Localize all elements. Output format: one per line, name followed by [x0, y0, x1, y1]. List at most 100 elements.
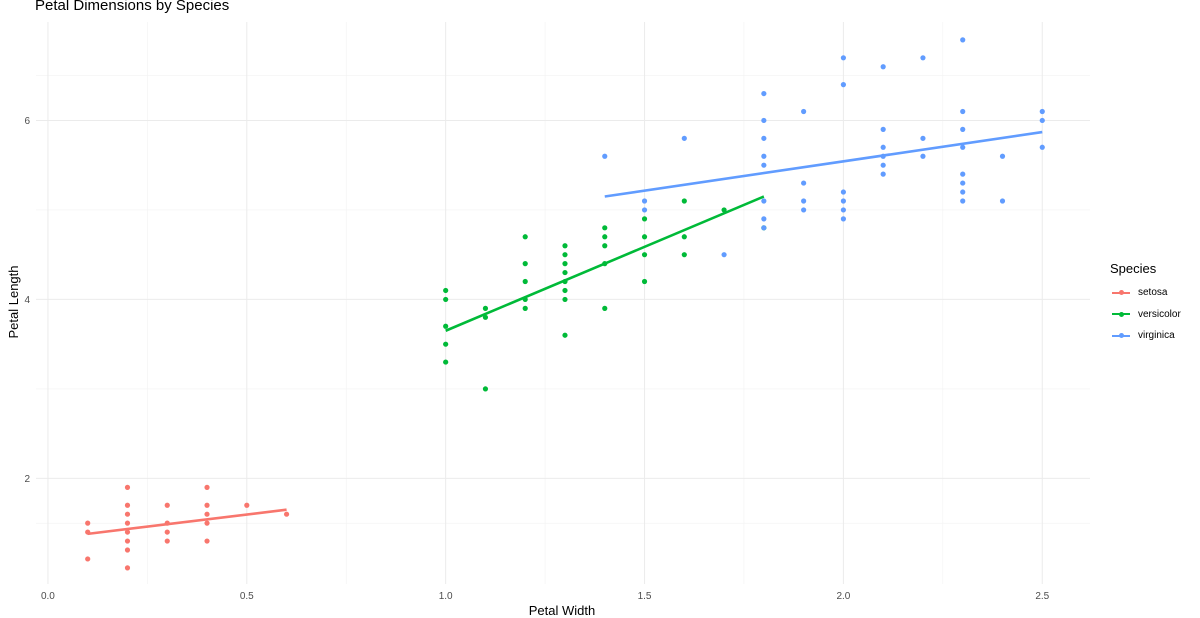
- legend-label: virginica: [1138, 330, 1175, 342]
- point-versicolor: [602, 261, 608, 267]
- point-versicolor: [522, 296, 528, 303]
- point-virginica: [960, 144, 966, 150]
- point-setosa: [204, 538, 210, 544]
- point-virginica: [1039, 117, 1045, 124]
- x-tick-label: 1.5: [638, 591, 652, 602]
- point-virginica: [880, 162, 886, 168]
- point-versicolor: [522, 261, 528, 267]
- point-virginica: [761, 117, 767, 124]
- point-versicolor: [443, 296, 449, 303]
- y-tick-label: 4: [24, 295, 30, 306]
- point-virginica: [999, 153, 1006, 159]
- point-versicolor: [641, 234, 648, 240]
- legend-item-setosa: setosa: [1110, 282, 1181, 304]
- x-axis-tick-labels: 0.0 0.5 1.0 1.5 2.0 2.5: [41, 591, 1050, 602]
- point-versicolor: [443, 341, 449, 347]
- y-axis-title: Petal Length: [6, 265, 21, 338]
- point-setosa: [124, 511, 131, 517]
- point-versicolor: [681, 234, 687, 240]
- point-setosa: [283, 511, 290, 517]
- point-versicolor: [562, 269, 568, 276]
- point-virginica: [801, 207, 807, 213]
- point-virginica: [960, 37, 966, 43]
- legend-label: setosa: [1138, 287, 1168, 299]
- x-tick-label: 2.0: [836, 591, 850, 602]
- point-virginica: [1039, 108, 1045, 115]
- point-setosa: [164, 520, 170, 526]
- legend-title: Species: [1110, 261, 1157, 276]
- point-setosa: [204, 484, 210, 490]
- point-virginica: [960, 180, 966, 186]
- point-virginica: [801, 108, 807, 115]
- legend: Species setosa versicolor virginica: [1110, 261, 1181, 347]
- minor-gridlines: [36, 22, 1090, 584]
- point-versicolor: [562, 332, 568, 338]
- point-setosa: [124, 520, 131, 526]
- point-setosa: [204, 520, 210, 526]
- point-setosa: [164, 538, 170, 544]
- point-versicolor: [443, 359, 449, 365]
- point-virginica: [761, 198, 767, 204]
- point-virginica: [960, 108, 966, 115]
- point-virginica: [920, 55, 926, 61]
- legend-key-dot: [1118, 311, 1124, 317]
- point-setosa: [204, 511, 210, 517]
- point-virginica: [840, 55, 847, 61]
- legend-items: setosa versicolor virginica: [1110, 282, 1181, 347]
- point-virginica: [840, 82, 847, 88]
- point-virginica: [801, 180, 807, 186]
- point-versicolor: [721, 207, 727, 213]
- legend-item-virginica: virginica: [1110, 325, 1181, 347]
- point-virginica: [960, 189, 966, 195]
- point-versicolor: [602, 305, 608, 311]
- point-versicolor: [482, 305, 489, 311]
- point-versicolor: [562, 261, 568, 267]
- point-versicolor: [641, 252, 648, 258]
- point-setosa: [85, 520, 91, 526]
- legend-key: [1110, 307, 1132, 321]
- x-axis-title: Petal Width: [529, 603, 595, 618]
- point-versicolor: [482, 386, 489, 392]
- point-versicolor: [562, 243, 568, 249]
- legend-key: [1110, 329, 1132, 343]
- point-setosa: [124, 529, 131, 535]
- point-setosa: [204, 502, 210, 508]
- point-virginica: [801, 198, 807, 204]
- point-versicolor: [602, 234, 608, 240]
- point-setosa: [124, 484, 131, 490]
- point-setosa: [124, 547, 131, 553]
- point-virginica: [761, 225, 767, 231]
- point-virginica: [641, 198, 648, 204]
- point-virginica: [641, 207, 648, 213]
- point-virginica: [880, 64, 886, 70]
- legend-label: versicolor: [1138, 308, 1181, 320]
- point-versicolor: [522, 234, 528, 240]
- point-versicolor: [522, 305, 528, 311]
- point-versicolor: [522, 278, 528, 285]
- point-versicolor: [562, 252, 568, 258]
- point-setosa: [164, 502, 170, 508]
- regression-line-setosa: [87, 508, 287, 536]
- point-virginica: [840, 216, 847, 222]
- point-virginica: [721, 252, 727, 258]
- point-versicolor: [641, 278, 648, 285]
- x-tick-label: 0.5: [240, 591, 254, 602]
- point-versicolor: [681, 198, 687, 204]
- point-versicolor: [562, 296, 568, 303]
- legend-key-dot: [1118, 333, 1124, 339]
- y-tick-label: 6: [24, 116, 30, 127]
- y-axis-tick-labels: 2 4 6: [24, 116, 30, 485]
- point-virginica: [960, 198, 966, 204]
- point-virginica: [960, 171, 966, 177]
- data-points: [85, 37, 1045, 571]
- legend-item-versicolor: versicolor: [1110, 304, 1181, 326]
- point-virginica: [1039, 144, 1045, 150]
- point-virginica: [761, 90, 767, 97]
- point-virginica: [960, 126, 966, 132]
- legend-key: [1110, 286, 1132, 300]
- chart-title: Petal Dimensions by Species: [35, 0, 230, 14]
- point-setosa: [124, 565, 131, 571]
- point-versicolor: [641, 216, 648, 222]
- point-setosa: [124, 538, 131, 544]
- y-tick-label: 2: [24, 474, 30, 485]
